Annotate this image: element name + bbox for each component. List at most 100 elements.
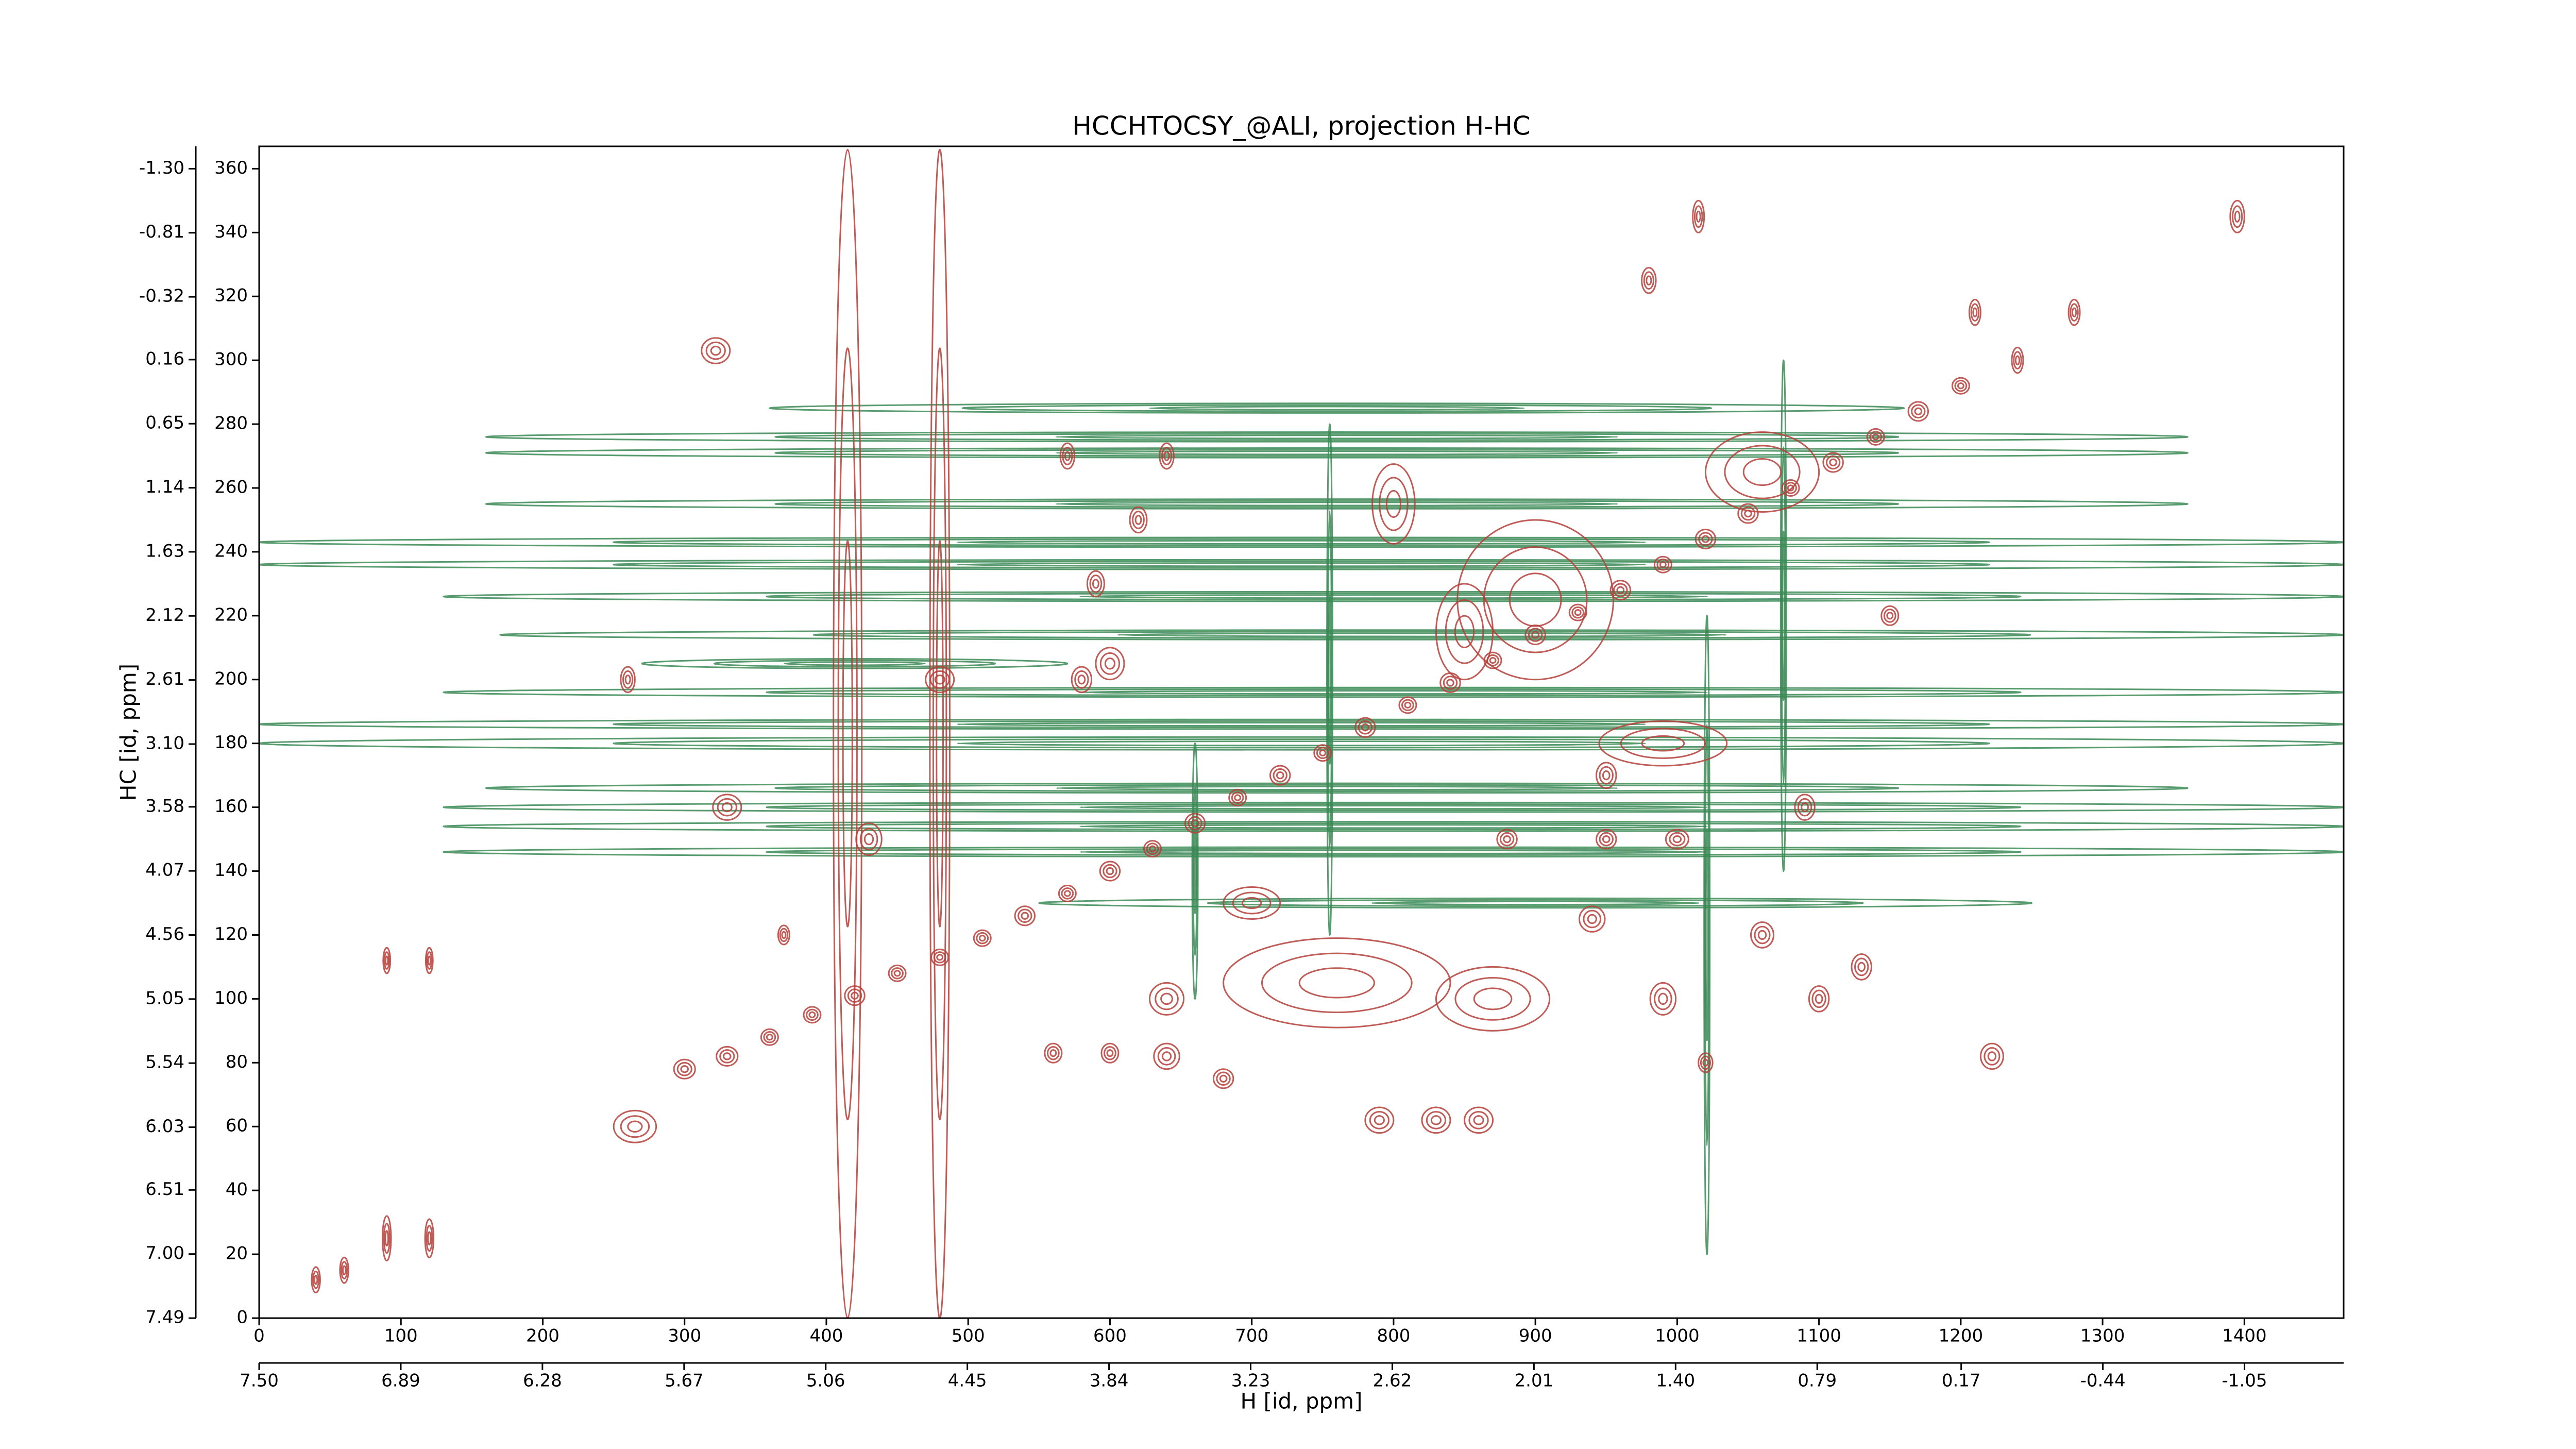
contour-line <box>1106 867 1114 875</box>
contour-line <box>1787 484 1794 492</box>
contour-line <box>2067 298 2081 326</box>
contour-peak <box>1038 897 2032 909</box>
contour-line <box>1693 205 1703 228</box>
contour-peak <box>1641 266 1657 294</box>
contour-line <box>485 498 2189 510</box>
contour-line <box>1326 423 1334 936</box>
contour-peak <box>1148 982 1185 1016</box>
plot-area <box>258 148 2345 1319</box>
y2-tick-label: -1.30 <box>139 158 184 178</box>
contour-line <box>1092 579 1099 589</box>
contour-line <box>1044 1042 1063 1064</box>
contour-peak <box>1044 1042 1063 1064</box>
contour-line <box>1866 428 1885 446</box>
contour-line <box>1672 835 1682 844</box>
contour-line <box>936 540 944 928</box>
contour-line <box>1103 864 1117 879</box>
contour-peak <box>833 148 863 1319</box>
contour-line <box>1654 987 1672 1010</box>
contour-line <box>1046 1046 1060 1060</box>
contour-line <box>777 924 790 946</box>
contour-line <box>1781 446 1786 785</box>
contour-line <box>1829 458 1838 467</box>
contour-line <box>837 347 858 1120</box>
x2-tick-label: -0.44 <box>2080 1371 2126 1391</box>
contour-line <box>1055 501 1619 507</box>
contour-line <box>1086 570 1105 598</box>
contour-line <box>1857 962 1866 972</box>
y2-tick-label: 5.05 <box>145 988 184 1008</box>
contour-peak <box>613 1109 657 1143</box>
contour-peak <box>311 1266 321 1293</box>
contour-peak <box>443 686 2345 698</box>
contour-line <box>341 1261 348 1279</box>
y2-tick-label: 3.58 <box>145 796 184 816</box>
contour-line <box>1155 987 1179 1010</box>
contour-peak <box>1794 794 1816 821</box>
contour-line <box>1364 1106 1395 1134</box>
y2-tick-label: 5.54 <box>145 1052 184 1073</box>
contour-peak <box>2011 346 2024 374</box>
contour-line <box>1468 1110 1489 1130</box>
y-tick-label: 300 <box>214 349 248 370</box>
contour-peak <box>716 1046 739 1067</box>
contour-line <box>1079 849 1708 854</box>
contour-line <box>1159 442 1175 470</box>
contour-line <box>1851 953 1872 981</box>
contour-line <box>1157 1047 1176 1066</box>
contour-peak <box>1464 1106 1494 1134</box>
contour-line <box>1602 835 1611 844</box>
y2-tick-label: 1.14 <box>145 477 184 497</box>
contour-line <box>1117 632 1727 637</box>
contour-line <box>383 1222 391 1254</box>
contour-line <box>1609 580 1632 601</box>
contour-line <box>717 798 737 817</box>
y2-tick-label: 7.00 <box>145 1243 184 1263</box>
contour-line <box>1385 490 1402 518</box>
contour-line <box>766 803 2022 812</box>
contour-line <box>721 802 733 813</box>
contour-peak <box>1665 829 1689 850</box>
x-tick-label: 1100 <box>1797 1326 1841 1346</box>
contour-line <box>1207 899 1864 907</box>
contour-peak <box>258 559 2345 570</box>
contour-line <box>1724 445 1801 499</box>
contour-line <box>1968 298 1981 326</box>
contour-peak <box>1153 1042 1180 1070</box>
y-tick-label: 40 <box>226 1180 248 1200</box>
contour-line <box>1528 628 1543 642</box>
contour-line <box>1079 805 1708 810</box>
contour-line <box>763 1031 776 1043</box>
contour-peak <box>1880 605 1900 626</box>
x2-tick-label: 0.17 <box>1942 1371 1981 1391</box>
contour-peak <box>1435 966 1551 1032</box>
x-axis-label: H [id, ppm] <box>1241 1389 1363 1414</box>
contour-line <box>624 675 631 685</box>
contour-peak <box>1058 884 1077 902</box>
contour-peak <box>1364 1106 1395 1134</box>
contour-line <box>1869 431 1883 443</box>
contour-line <box>1808 985 1830 1013</box>
contour-peak <box>1100 1042 1120 1064</box>
contour-line <box>1473 987 1513 1010</box>
contour-line <box>936 954 944 961</box>
contour-line <box>1641 735 1685 752</box>
y2-tick-label: 0.65 <box>145 413 184 433</box>
contour-peak <box>1703 615 1711 1255</box>
contour-line <box>806 1008 819 1021</box>
contour-line <box>1489 656 1497 664</box>
contour-line <box>312 1270 320 1289</box>
contour-line <box>622 670 634 689</box>
contour-line <box>1496 829 1518 850</box>
contour-line <box>1781 479 1800 497</box>
contour-line <box>863 833 874 846</box>
contour-line <box>1014 905 1036 926</box>
contour-line <box>781 931 787 939</box>
contour-line <box>1598 720 1728 767</box>
contour-peak <box>777 924 790 946</box>
contour-line <box>1854 957 1869 976</box>
contour-line <box>426 951 433 970</box>
contour-line <box>956 540 1647 545</box>
contour-peak <box>855 822 883 856</box>
contour-peak <box>1649 982 1677 1016</box>
